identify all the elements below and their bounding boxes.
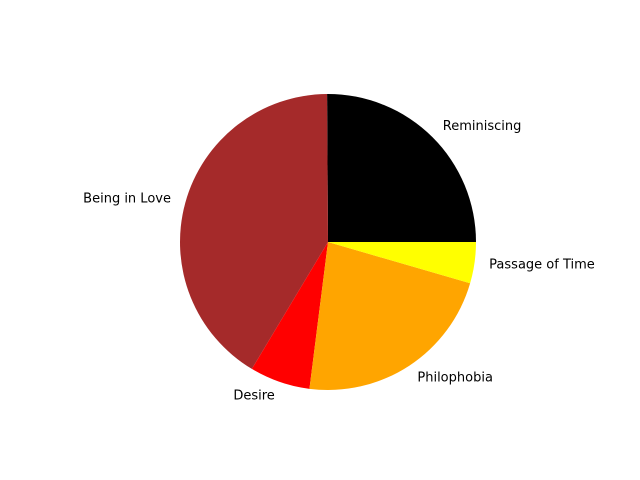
pie-slice-being-in-love: [180, 94, 328, 369]
pie-label-desire: Desire: [233, 388, 274, 403]
pie-label-passage-of-time: Passage of Time: [489, 257, 595, 272]
pie-label-reminiscing: Reminiscing: [443, 119, 522, 134]
pie-slice-reminiscing: [327, 93, 476, 243]
pie-slices: [180, 93, 476, 390]
pie-slice-philophobia: [309, 242, 471, 390]
pie-slice-passage-of-time: [328, 242, 476, 284]
pie-label-being-in-love: Being in Love: [83, 192, 171, 207]
pie-labels: Reminiscing Being in Love Desire Philophobi…: [83, 119, 595, 403]
pie-slice-desire: [251, 242, 328, 389]
pie-label-philophobia: Philophobia: [417, 371, 493, 386]
